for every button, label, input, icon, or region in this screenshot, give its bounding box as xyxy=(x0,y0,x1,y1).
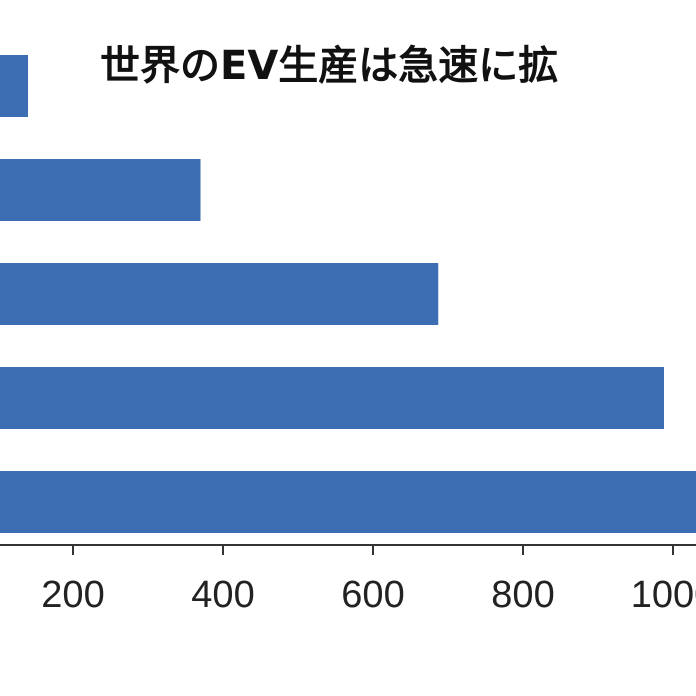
chart-title: 世界のEV生産は急速に拡 xyxy=(100,43,558,89)
bar xyxy=(0,367,664,429)
x-tick-label: 800 xyxy=(491,574,554,616)
bar xyxy=(0,471,696,533)
bar xyxy=(0,263,439,325)
x-tick-label: 600 xyxy=(341,574,404,616)
bar xyxy=(0,159,201,221)
x-tick-label: 400 xyxy=(191,574,254,616)
bar xyxy=(0,55,28,117)
x-tick-label: 1000 xyxy=(631,574,696,616)
x-tick-label: 200 xyxy=(41,574,104,616)
